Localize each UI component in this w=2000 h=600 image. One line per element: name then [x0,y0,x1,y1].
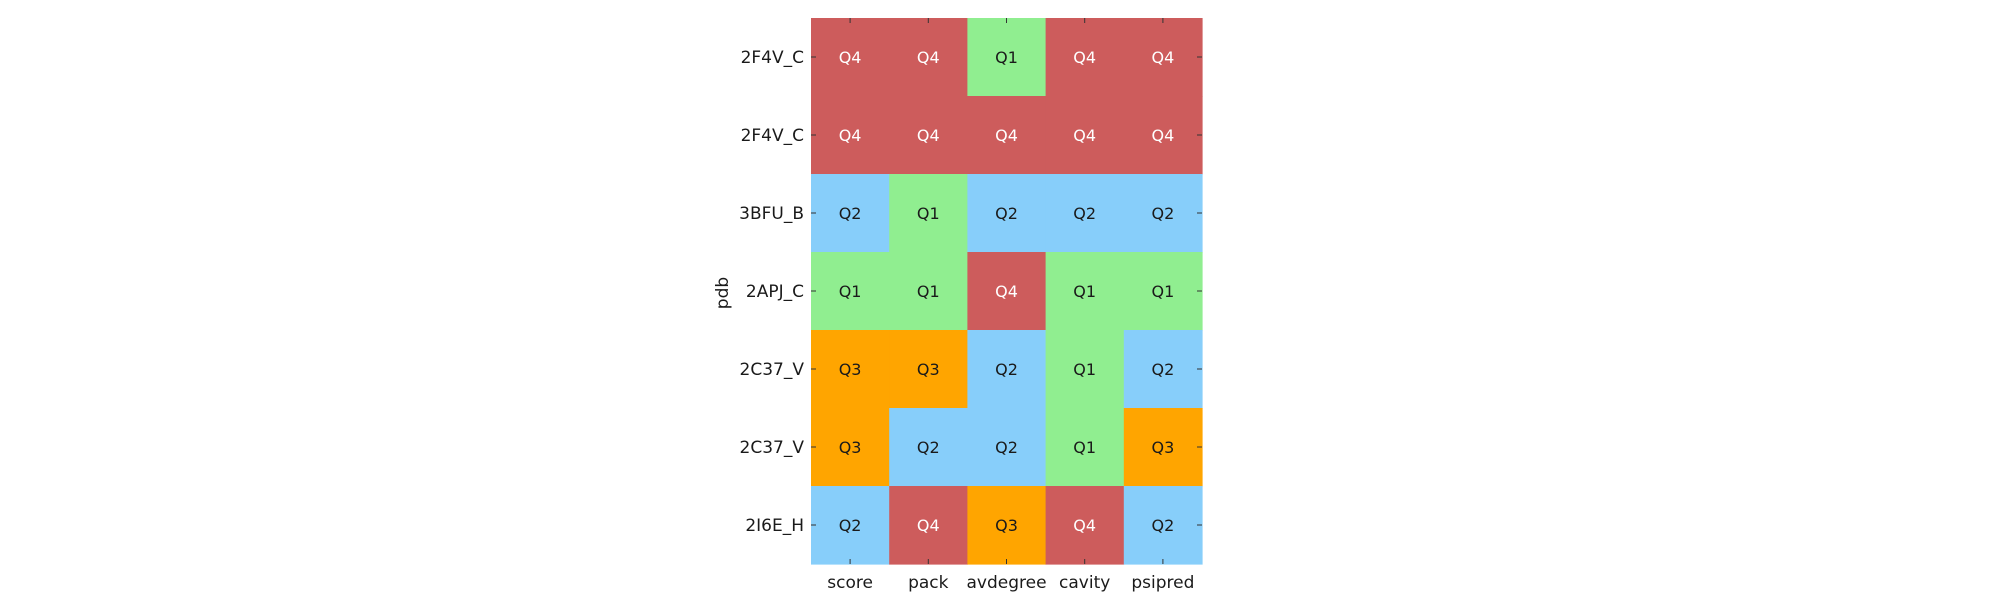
cell-label: Q2 [995,204,1018,223]
cell-label: Q4 [917,126,940,145]
y-tick-label: 2APJ_C [746,282,804,302]
cells-layer: Q4 Q4 Q1 Q4 Q4 Q4 Q4 Q4 Q4 Q4 Q2 Q1 Q2 Q2 Q2 Q1 Q1 Q4 Q1 Q1… [811,18,1203,565]
x-tick-label: pack [908,573,949,593]
heatmap-cell [967,252,1047,331]
heatmap-cell [1123,174,1203,253]
heatmap-cell [1123,96,1203,175]
heatmap-cell [889,174,968,253]
y-tick-label: 2C37_V [740,360,805,380]
heatmap-cell [1045,252,1125,331]
heatmap-cell [889,486,968,565]
cell-label: Q4 [1152,48,1175,67]
cell-label: Q4 [917,48,940,67]
y-tick-label: 3BFU_B [739,204,804,224]
y-tick-label: 2C37_V [740,438,805,458]
cell-label: Q1 [917,282,940,301]
cell-label: Q2 [1152,204,1175,223]
cell-label: Q3 [1152,438,1175,457]
cell-label: Q2 [1152,516,1175,535]
heatmap-cell [811,330,890,409]
heatmap-cell [811,174,890,253]
cell-label: Q1 [1073,360,1096,379]
heatmap-cell [1123,252,1203,331]
heatmap-cell [1123,330,1203,409]
heatmap-cell [1045,18,1125,97]
cell-label: Q1 [1152,282,1175,301]
cell-label: Q4 [1152,126,1175,145]
cell-label: Q4 [1073,126,1096,145]
heatmap-cell [1045,408,1125,487]
cell-label: Q4 [1073,516,1096,535]
cell-label: Q1 [839,282,862,301]
cell-label: Q1 [1073,438,1096,457]
heatmap-cell [1045,330,1125,409]
heatmap-cell [967,174,1047,253]
x-tick-label: score [827,573,873,593]
cell-label: Q4 [995,282,1018,301]
x-tick-label: psipred [1131,573,1194,593]
cell-label: Q3 [839,360,862,379]
cell-label: Q4 [995,126,1018,145]
y-tick-label: 2F4V_C [741,126,804,146]
heatmap-cell [967,486,1047,565]
heatmap-cell [967,18,1047,97]
cell-label: Q2 [1073,204,1096,223]
cell-label: Q1 [1073,282,1096,301]
heatmap-cell [1045,96,1125,175]
heatmap-cell [811,18,890,97]
heatmap-cell [1123,18,1203,97]
cell-label: Q2 [839,516,862,535]
heatmap-cell [811,252,890,331]
heatmap-cell [1045,486,1125,565]
y-tick-label: 2I6E_H [745,516,804,536]
heatmap-cell [967,96,1047,175]
y-tick-label: 2F4V_C [741,48,804,68]
heatmap-cell [889,408,968,487]
heatmap-cell [811,486,890,565]
cell-label: Q1 [917,204,940,223]
cell-label: Q4 [917,516,940,535]
heatmap-cell [889,96,968,175]
cell-label: Q3 [995,516,1018,535]
x-tick-label: avdegree [966,573,1046,593]
ticks-layer: 2F4V_C 2F4V_C 3BFU_B 2APJ_C 2C37_V 2C37_V 2I6E… [739,18,1202,593]
cell-label: Q2 [1152,360,1175,379]
cell-label: Q2 [995,360,1018,379]
heatmap-cell [811,408,890,487]
heatmap-cell [1045,174,1125,253]
heatmap-cell [889,330,968,409]
heatmap-cell [1123,408,1203,487]
heatmap-cell [1123,486,1203,565]
x-tick-label: cavity [1059,573,1110,593]
y-axis-label: pdb [713,277,733,309]
heatmap-cell [889,252,968,331]
cell-label: Q4 [839,48,862,67]
cell-label: Q4 [1073,48,1096,67]
heatmap-cell [967,408,1047,487]
cell-label: Q3 [917,360,940,379]
cell-label: Q4 [839,126,862,145]
cell-label: Q3 [839,438,862,457]
heatmap-cell [889,18,968,97]
cell-label: Q1 [995,48,1018,67]
heatmap-cell [967,330,1047,409]
cell-label: Q2 [917,438,940,457]
cell-label: Q2 [839,204,862,223]
cell-label: Q2 [995,438,1018,457]
heatmap-cell [811,96,890,175]
